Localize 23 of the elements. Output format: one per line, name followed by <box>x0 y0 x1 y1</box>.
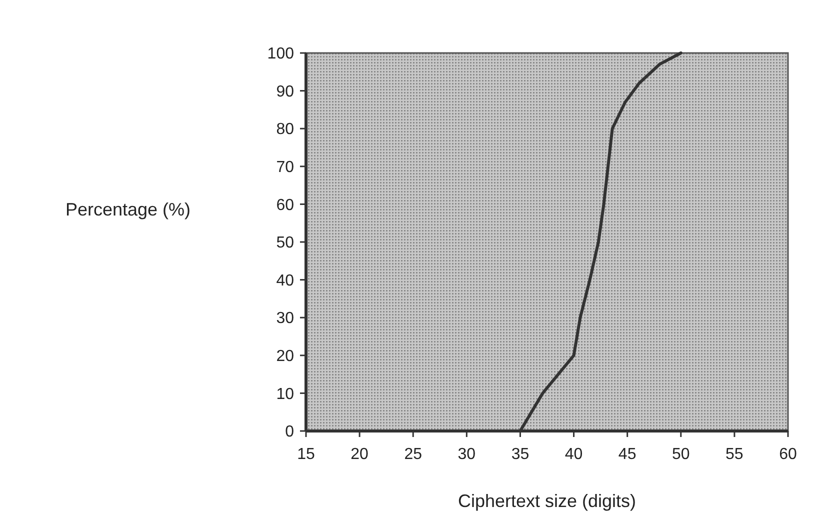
y-tick-label: 40 <box>276 272 294 290</box>
x-tick-label: 50 <box>672 446 690 463</box>
x-tick-label: 35 <box>511 446 530 463</box>
y-axis-title: Percentage (%) <box>65 200 191 220</box>
x-axis-title: Ciphertext size (digits) <box>458 491 636 511</box>
x-tick-label: 45 <box>618 446 636 463</box>
x-tick-label: 20 <box>350 446 369 463</box>
y-tick-label: 30 <box>276 310 294 328</box>
y-tick-label: 20 <box>276 348 294 365</box>
y-tick-label: 70 <box>276 159 294 176</box>
x-tick-label: 40 <box>564 446 583 463</box>
x-tick-label: 25 <box>404 446 422 463</box>
y-tick-label: 10 <box>276 386 294 403</box>
y-tick-label: 50 <box>276 234 294 252</box>
x-tick-label: 30 <box>458 446 476 463</box>
y-tick-label: 80 <box>276 121 294 138</box>
x-tick-label: 15 <box>297 446 315 463</box>
y-tick-label: 100 <box>267 46 294 63</box>
y-tick-label: 0 <box>285 424 294 441</box>
x-tick-label: 60 <box>779 446 797 463</box>
y-tick-label: 90 <box>276 83 294 100</box>
x-tick-label: 55 <box>726 446 744 463</box>
y-tick-label: 60 <box>276 196 294 214</box>
